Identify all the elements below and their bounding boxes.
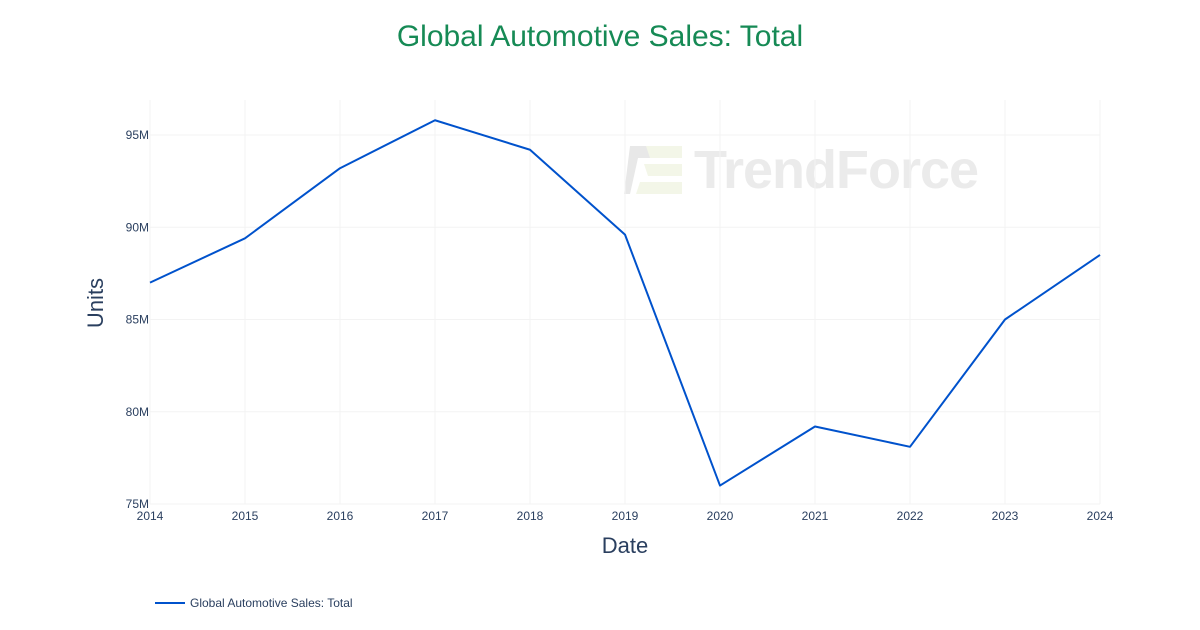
trendforce-watermark: TrendForce <box>624 140 979 200</box>
y-tick-label: 80M <box>126 405 149 419</box>
y-tick-label: 85M <box>126 313 149 327</box>
x-tick-label: 2023 <box>992 509 1019 523</box>
watermark-text: TrendForce <box>694 140 979 200</box>
legend-line-icon <box>155 602 185 604</box>
x-tick-label: 2024 <box>1087 509 1114 523</box>
x-tick-label: 2022 <box>897 509 924 523</box>
x-tick-label: 2016 <box>327 509 354 523</box>
chart-title: Global Automotive Sales: Total <box>396 20 804 53</box>
x-tick-label: 2017 <box>422 509 449 523</box>
series-line[interactable] <box>149 119 1101 487</box>
legend-item[interactable]: Global Automotive Sales: Total <box>155 596 353 610</box>
x-tick-label: 2014 <box>137 509 164 523</box>
legend-label: Global Automotive Sales: Total <box>190 596 353 610</box>
x-tick-label: 2021 <box>802 509 829 523</box>
y-tick-label: 90M <box>126 220 149 234</box>
x-tick-label: 2015 <box>232 509 259 523</box>
x-tick-label: 2018 <box>517 509 544 523</box>
x-tick-label: 2019 <box>612 509 639 523</box>
x-tick-label: 2020 <box>707 509 734 523</box>
y-tick-label: 95M <box>126 128 149 142</box>
trendforce-logo-icon <box>624 146 682 194</box>
x-axis-label: Date <box>601 533 649 558</box>
y-tick-label: 75M <box>126 497 149 511</box>
y-axis-label: Units <box>83 277 108 329</box>
